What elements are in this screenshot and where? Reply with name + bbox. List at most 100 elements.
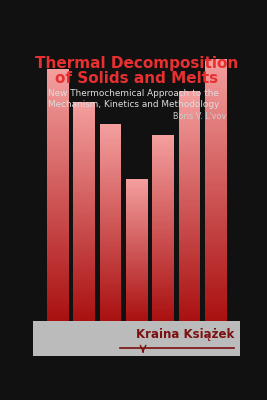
Bar	[205, 304, 226, 308]
Bar	[100, 286, 121, 289]
Text: Thermal Decomposition: Thermal Decomposition	[35, 56, 238, 71]
Bar	[100, 171, 121, 173]
Bar	[73, 140, 95, 144]
Bar	[152, 267, 174, 270]
Bar	[47, 101, 69, 104]
Bar	[205, 271, 226, 275]
Bar	[152, 218, 174, 221]
Bar	[152, 174, 174, 177]
Bar	[126, 202, 148, 204]
Bar	[205, 209, 226, 213]
Bar	[126, 240, 148, 243]
Bar	[179, 126, 200, 129]
Bar	[47, 151, 69, 154]
Bar	[100, 176, 121, 178]
Bar	[47, 70, 69, 73]
Bar	[152, 260, 174, 263]
Bar	[100, 136, 121, 139]
Bar	[126, 255, 148, 257]
Bar	[205, 58, 226, 62]
Bar	[179, 209, 200, 212]
Bar	[47, 201, 69, 204]
Bar	[47, 223, 69, 226]
Bar	[205, 176, 226, 180]
Bar	[126, 248, 148, 250]
Bar	[100, 154, 121, 156]
Bar	[152, 230, 174, 232]
Bar	[179, 223, 200, 226]
Bar	[179, 114, 200, 117]
Bar	[205, 245, 226, 249]
Bar	[73, 176, 95, 179]
Bar	[179, 206, 200, 209]
Bar	[152, 246, 174, 249]
Bar	[205, 91, 226, 95]
Bar	[73, 263, 95, 266]
Bar	[152, 209, 174, 212]
Bar	[205, 199, 226, 203]
Bar	[73, 168, 95, 171]
Bar	[100, 215, 121, 218]
Bar	[100, 180, 121, 183]
Bar	[152, 195, 174, 198]
Bar	[205, 78, 226, 82]
Bar	[47, 245, 69, 248]
Bar	[47, 229, 69, 233]
Bar	[126, 203, 148, 206]
Bar	[47, 116, 69, 120]
Bar	[47, 204, 69, 208]
Bar	[205, 98, 226, 102]
Bar	[47, 110, 69, 114]
Bar	[152, 198, 174, 200]
Bar	[179, 137, 200, 140]
Bar	[47, 79, 69, 82]
Bar	[179, 168, 200, 172]
Bar	[73, 228, 95, 231]
Bar	[205, 104, 226, 108]
Bar	[33, 320, 240, 356]
Bar	[47, 239, 69, 242]
Bar	[152, 163, 174, 165]
Bar	[100, 134, 121, 136]
Bar	[126, 219, 148, 221]
Bar	[126, 272, 148, 274]
Bar	[47, 135, 69, 139]
Bar	[47, 242, 69, 245]
Bar	[179, 106, 200, 109]
Bar	[47, 170, 69, 173]
Bar	[126, 232, 148, 234]
Bar	[100, 234, 121, 237]
Bar	[205, 85, 226, 88]
Bar	[73, 244, 95, 247]
Bar	[179, 146, 200, 149]
Bar	[100, 193, 121, 196]
Bar	[73, 247, 95, 250]
Bar	[205, 193, 226, 196]
Bar	[47, 251, 69, 255]
Bar	[47, 167, 69, 170]
Bar	[152, 274, 174, 276]
Bar	[205, 314, 226, 317]
Bar	[100, 195, 121, 198]
Bar	[73, 318, 95, 320]
Bar	[73, 225, 95, 228]
Bar	[205, 108, 226, 111]
Bar	[126, 280, 148, 282]
Bar	[205, 235, 226, 239]
Bar	[100, 166, 121, 168]
Bar	[205, 180, 226, 183]
Bar	[73, 190, 95, 192]
Bar	[100, 315, 121, 318]
Bar	[100, 205, 121, 208]
Bar	[205, 212, 226, 216]
Bar	[152, 137, 174, 140]
Bar	[152, 258, 174, 260]
Bar	[126, 271, 148, 273]
Bar	[179, 131, 200, 134]
Bar	[152, 297, 174, 300]
Bar	[126, 182, 148, 184]
Bar	[126, 302, 148, 305]
Bar	[73, 214, 95, 217]
Bar	[100, 230, 121, 232]
Bar	[47, 148, 69, 151]
